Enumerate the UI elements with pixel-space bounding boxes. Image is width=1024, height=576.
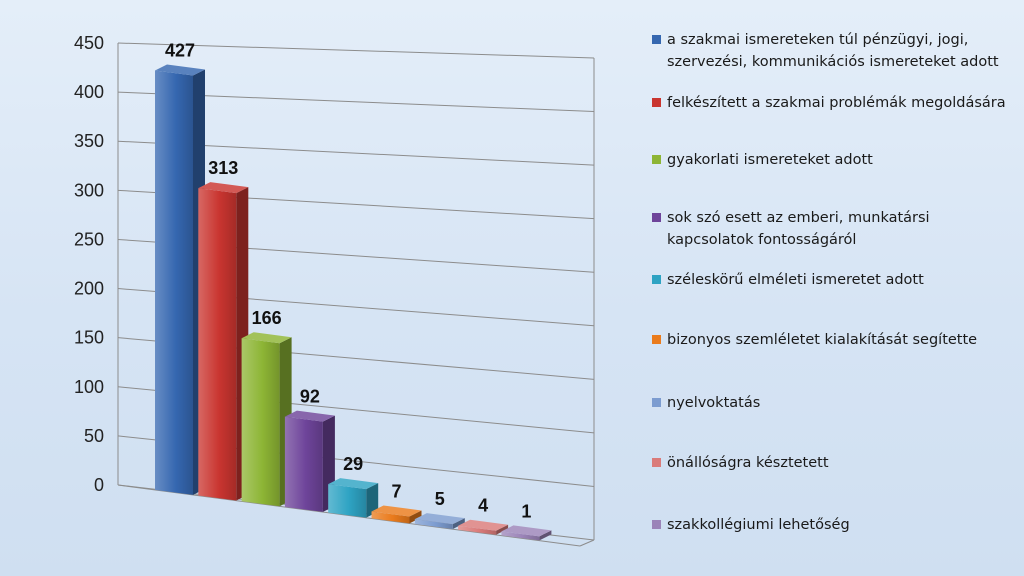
legend-item: szakkollégiumi lehetőség (652, 514, 1014, 536)
bar (328, 478, 379, 518)
floor-edge-side (579, 539, 595, 547)
data-label: 92 (300, 387, 320, 407)
bar-front (458, 525, 497, 535)
legend-label: szakkollégiumi lehetőség (667, 517, 850, 533)
data-label: 5 (435, 489, 445, 509)
legend-item: felkészített a szakmai problémák megoldá… (652, 92, 1014, 114)
bar-front (328, 484, 367, 518)
legend-item: bizonyos szemléletet kialakítását segíte… (652, 329, 1014, 351)
legend-label: nyelvoktatás (667, 395, 761, 411)
legend-swatch (652, 520, 661, 529)
legend-swatch (652, 213, 661, 222)
bar (155, 64, 205, 495)
legend-label: bizonyos szemléletet kialakítását segíte… (667, 332, 978, 348)
gridline (117, 42, 595, 59)
y-tick-label: 300 (74, 180, 104, 200)
data-label: 29 (343, 454, 363, 474)
bar-side (539, 530, 552, 541)
bar-top (328, 478, 379, 490)
y-tick-labels: 0 50 100 150 200 250 300 350 400 450 (74, 33, 104, 495)
bar-top (284, 410, 335, 422)
legend-item: sok szó esett az emberi, munkatársi kapc… (652, 207, 1014, 251)
bar-top (241, 332, 292, 344)
legend-label: sok szó esett az emberi, munkatársi kapc… (667, 210, 930, 248)
bar-front (198, 188, 237, 501)
bar-side (366, 483, 379, 518)
bar-top (458, 519, 509, 531)
bar-side (409, 510, 422, 524)
legend-swatch (652, 458, 661, 467)
bar-front (155, 70, 193, 495)
bar (241, 332, 292, 507)
y-tick-label: 450 (74, 33, 104, 53)
data-label: 7 (391, 481, 401, 501)
bar-top (371, 505, 422, 517)
legend-swatch (652, 275, 661, 284)
y-tick-label: 250 (74, 229, 104, 249)
bar (284, 410, 335, 512)
y-tick-label: 400 (74, 82, 104, 102)
legend-label: önállóságra késztetett (667, 455, 829, 471)
data-label: 4 (478, 496, 488, 516)
bar-front (241, 338, 280, 507)
y-tick-label: 200 (74, 279, 104, 299)
legend-label: széleskörű elméleti ismeretet adott (667, 272, 924, 288)
legend-label: a szakmai ismereteken túl pénzügyi, jogi… (667, 32, 999, 70)
bar-top (501, 525, 552, 537)
bar-front (284, 416, 323, 512)
legend-item: széleskörű elméleti ismeretet adott (652, 269, 1014, 291)
y-tick-label: 150 (74, 328, 104, 348)
legend-swatch (652, 98, 661, 107)
bar (501, 525, 552, 541)
legend-swatch (652, 155, 661, 164)
data-labels: 427 313 166 92 29 7 5 4 1 (165, 40, 531, 521)
bar-side (452, 518, 465, 530)
bar-top (198, 182, 249, 194)
legend-label: gyakorlati ismereteket adott (667, 152, 873, 168)
y-tick-label: 50 (84, 426, 104, 446)
bar-side (496, 524, 509, 535)
bar-top (414, 513, 465, 525)
bars (155, 64, 552, 541)
bar-front (371, 511, 410, 524)
data-label: 1 (521, 501, 531, 521)
y-tick-label: 100 (74, 377, 104, 397)
floor-edge (117, 484, 581, 547)
legend-swatch (652, 335, 661, 344)
bar-top (155, 64, 205, 76)
legend-swatch (652, 35, 661, 44)
legend-item: gyakorlati ismereteket adott (652, 149, 1014, 171)
legend-item: a szakmai ismereteken túl pénzügyi, jogi… (652, 29, 1014, 73)
data-label: 166 (252, 308, 282, 328)
legend-swatch (652, 398, 661, 407)
bar (198, 182, 249, 501)
bar (371, 505, 422, 524)
legend-item: önállóságra késztetett (652, 452, 1014, 474)
bar-front (414, 519, 453, 530)
y-tick-label: 350 (74, 131, 104, 151)
y-tick-label: 0 (94, 475, 104, 495)
legend-label: felkészített a szakmai problémák megoldá… (667, 95, 1006, 111)
bar (458, 519, 509, 535)
chart-legend: a szakmai ismereteken túl pénzügyi, jogi… (652, 24, 1014, 548)
data-label: 427 (165, 40, 195, 60)
data-label: 313 (208, 158, 238, 178)
bar-front (501, 531, 540, 541)
bar (414, 513, 465, 530)
legend-item: nyelvoktatás (652, 392, 1014, 414)
